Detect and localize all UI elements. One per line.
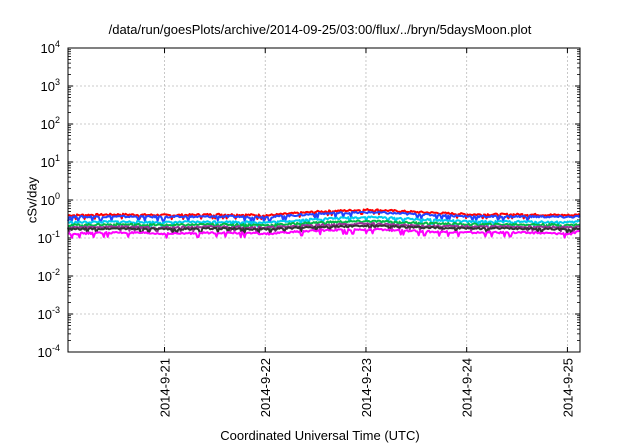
y-tick-label: 101 bbox=[41, 153, 60, 170]
x-tick-label: 2014-9-24 bbox=[460, 358, 475, 417]
y-tick-label: 10-4 bbox=[38, 343, 60, 360]
y-tick-label: 10-3 bbox=[38, 305, 60, 322]
y-tick-label: 104 bbox=[41, 39, 60, 56]
x-axis-label: Coordinated Universal Time (UTC) bbox=[220, 428, 420, 443]
y-tick-label: 103 bbox=[41, 77, 60, 94]
x-tick-label: 2014-9-25 bbox=[560, 358, 575, 417]
y-tick-label: 102 bbox=[41, 115, 60, 132]
x-tick-label: 2014-9-21 bbox=[158, 358, 173, 417]
chart-title: /data/run/goesPlots/archive/2014-09-25/0… bbox=[108, 22, 532, 37]
series-line bbox=[67, 224, 581, 235]
x-tick-label: 2014-9-22 bbox=[258, 358, 273, 417]
y-tick-label: 10-2 bbox=[38, 267, 60, 284]
series-line bbox=[67, 219, 581, 230]
series-line bbox=[67, 227, 581, 239]
y-tick-label: 10-1 bbox=[38, 229, 60, 246]
plot-frame bbox=[67, 47, 581, 353]
series-line bbox=[67, 210, 581, 222]
x-tick-label: 2014-9-23 bbox=[359, 358, 374, 417]
y-tick-label: 100 bbox=[41, 191, 60, 208]
